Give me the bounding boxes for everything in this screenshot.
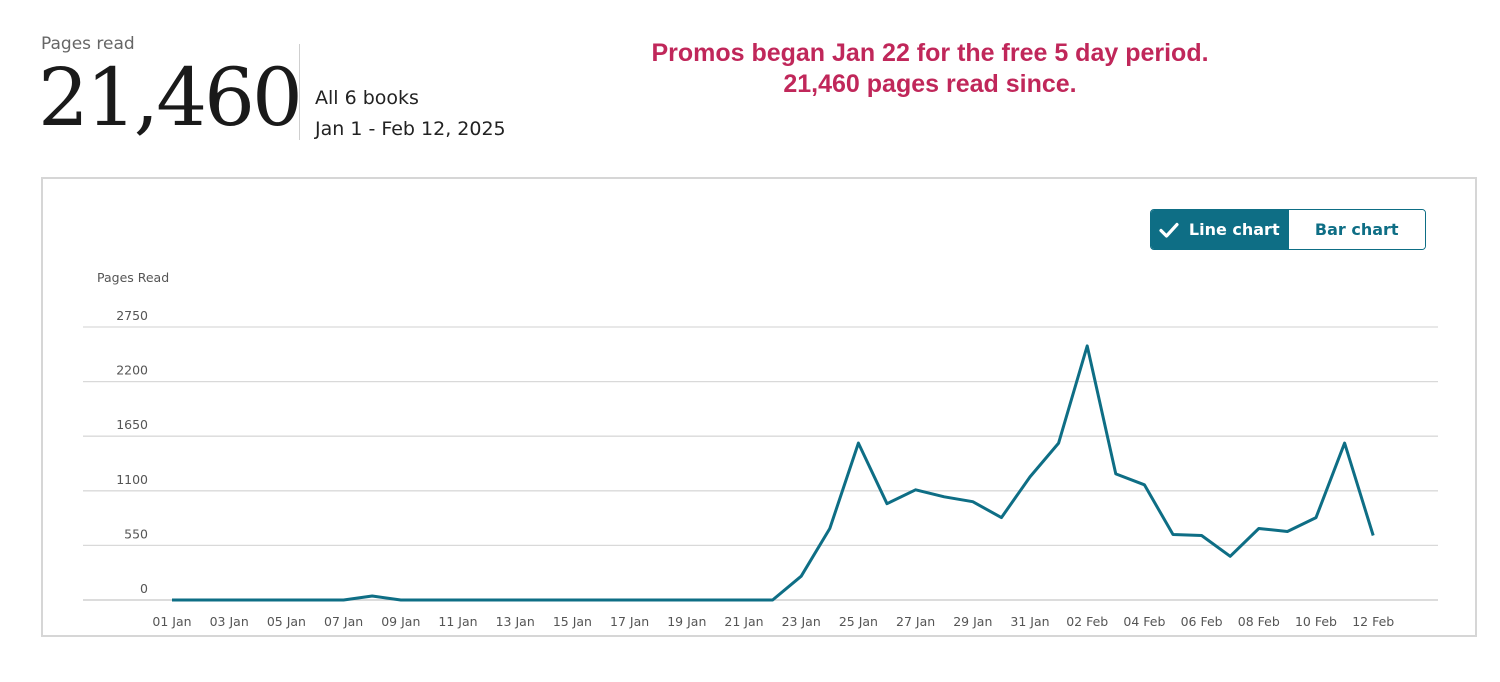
y-tick-label: 1650	[116, 417, 148, 432]
y-tick-label: 1100	[116, 472, 148, 487]
x-tick-label: 23 Jan	[782, 614, 821, 629]
y-tick-label: 2750	[116, 308, 148, 323]
x-tick-label: 25 Jan	[839, 614, 878, 629]
x-tick-label: 11 Jan	[438, 614, 477, 629]
chart-panel	[41, 177, 1477, 637]
bar-chart-button[interactable]: Bar chart	[1287, 210, 1425, 249]
x-tick-label: 21 Jan	[724, 614, 763, 629]
x-tick-label: 09 Jan	[381, 614, 420, 629]
x-tick-label: 12 Feb	[1352, 614, 1394, 629]
series-line	[172, 344, 1375, 602]
x-tick-label: 03 Jan	[210, 614, 249, 629]
chart-type-toggle: Line chart Bar chart	[1150, 209, 1426, 250]
x-tick-label: 10 Feb	[1295, 614, 1337, 629]
summary-divider	[299, 44, 300, 140]
y-tick-label: 0	[140, 581, 148, 596]
y-tick-label: 2200	[116, 363, 148, 378]
annotation-line-2: 21,460 pages read since.	[783, 70, 1077, 98]
x-tick-label: 01 Jan	[152, 614, 191, 629]
checkmark-icon	[1159, 222, 1179, 238]
x-tick-label: 17 Jan	[610, 614, 649, 629]
line-chart-button[interactable]: Line chart	[1151, 210, 1288, 249]
promo-annotation: Promos began Jan 22 for the free 5 day p…	[580, 38, 1280, 100]
bar-chart-label: Bar chart	[1314, 220, 1399, 239]
x-tick-label: 06 Feb	[1181, 614, 1223, 629]
x-tick-label: 29 Jan	[953, 614, 992, 629]
metric-label: Pages read	[41, 34, 135, 54]
x-tick-label: 15 Jan	[553, 614, 592, 629]
x-tick-label: 27 Jan	[896, 614, 935, 629]
x-tick-label: 31 Jan	[1010, 614, 1049, 629]
x-tick-label: 04 Feb	[1123, 614, 1165, 629]
y-tick-label: 550	[124, 526, 148, 541]
grid-lines	[83, 326, 1438, 601]
x-tick-label: 02 Feb	[1066, 614, 1108, 629]
date-range: Jan 1 - Feb 12, 2025	[315, 118, 506, 140]
books-scope: All 6 books	[315, 87, 419, 109]
x-tick-label: 13 Jan	[496, 614, 535, 629]
line-chart-label: Line chart	[1188, 220, 1280, 239]
y-tick-labels: 0 550 1100 1650 2200 2750	[116, 308, 148, 596]
annotation-line-1: Promos began Jan 22 for the free 5 day p…	[651, 39, 1209, 67]
x-tick-label: 19 Jan	[667, 614, 706, 629]
x-tick-labels: 01 Jan 03 Jan 05 Jan 07 Jan 09 Jan 11 Jan 13 J…	[152, 614, 1394, 629]
x-tick-label: 07 Jan	[324, 614, 363, 629]
x-tick-label: 08 Feb	[1238, 614, 1280, 629]
x-tick-label: 05 Jan	[267, 614, 306, 629]
metric-value: 21,460	[38, 51, 303, 144]
y-axis-title: Pages Read	[97, 270, 169, 285]
